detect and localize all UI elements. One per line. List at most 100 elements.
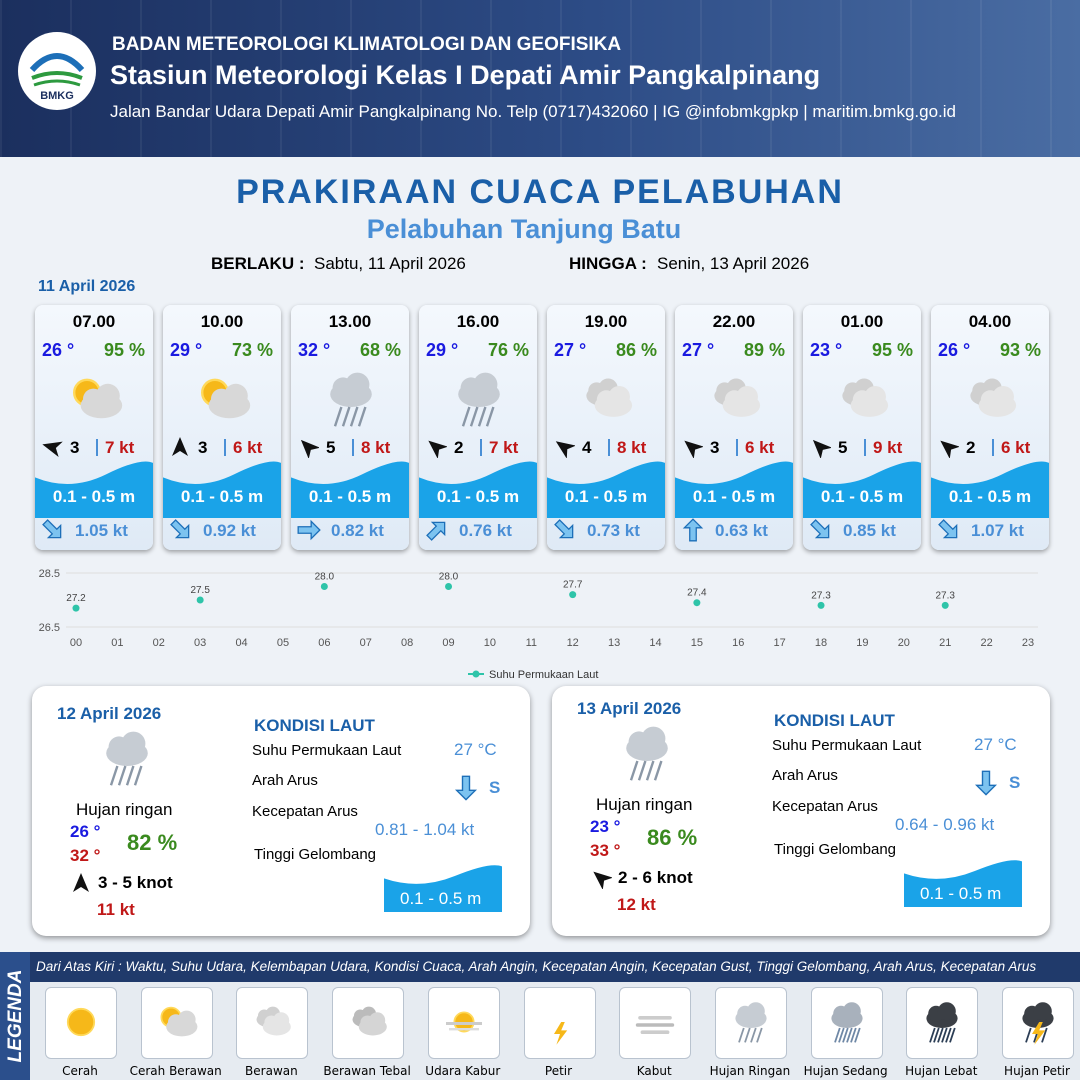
current-arrow-graphic [682,518,704,542]
wave-area [384,864,502,912]
current-arrow [40,517,66,548]
weather-icon [51,996,111,1048]
data-label: 27.5 [190,585,210,596]
gust: 12 kt [617,895,656,914]
weather-icon [87,724,167,792]
humidity: 86 % [647,825,698,850]
legend-label: Cerah Berawan [129,1064,222,1078]
wave-graphic [35,461,153,518]
current-arrow-graphic [42,519,62,539]
sea-title: KONDISI LAUT [254,716,375,735]
air-temp: 26 ° [42,340,75,360]
wave-height: 0.1 - 0.5 m [180,487,264,506]
icon-graphic [160,1006,198,1037]
wave-graphic [803,461,921,518]
legend-desc-band [0,952,1080,982]
legend-box [619,987,692,1059]
current-speed: 0.92 kt [203,521,256,540]
x-tick-label: 04 [235,637,247,649]
wave-graphic [675,461,793,518]
wave-area [803,460,921,518]
icon-graphic [926,1002,958,1043]
sst-point [320,583,328,590]
icon-graphic [73,378,123,419]
current-arrow [972,769,1000,802]
humidity: 73 % [231,340,273,360]
validity-from: Sabtu, 11 April 2026 [314,254,466,273]
wind-arrow-graphic [73,873,89,892]
current-speed: 0.81 - 1.04 kt [375,820,475,839]
hour-card: 13.00 32 ° 68 % 5 8 kt 0.1 - 0.5 m 0.82 kt [291,305,409,550]
current-speed-label: Kecepatan Arus [252,803,358,820]
x-tick-label: 10 [484,637,496,649]
temp-max: 33 ° [590,841,621,860]
x-tick-label: 18 [815,637,827,649]
current-speed: 0.73 kt [587,521,640,540]
wind-arrow [809,436,833,463]
weather-icon [823,363,903,435]
legend-title: LEGENDA [5,969,26,1063]
air-temp: 27 ° [682,340,715,360]
wind-arrow [297,436,321,463]
wind-arrow [937,436,961,463]
data-label: 27.3 [935,590,955,601]
wind-arrow-graphic [812,439,833,460]
wind-speed: 2 [454,438,464,457]
sst-point [196,596,204,604]
current-arrow [680,517,706,548]
separator [864,439,866,456]
current-dir: S [1009,773,1021,792]
legend-description: Dari Atas Kiri : Waktu, Suhu Udara, Kele… [36,959,1037,974]
x-tick-label: 15 [691,637,703,649]
icon-graphic [842,378,889,417]
legend-box [523,987,596,1059]
time: 01.00 [840,312,884,331]
time: 19.00 [584,312,628,331]
current-arrow-graphic [810,519,830,539]
sst: 27 °C [454,740,497,759]
x-tick-label: 19 [856,637,868,649]
legend-box [45,987,117,1059]
weather-icon [607,719,687,787]
wind-arrow [681,436,705,463]
humidity: 86 % [615,340,657,360]
legend-label: Hujan Sedang [803,1064,888,1078]
wave-graphic [931,461,1049,518]
hour-card: 19.00 27 ° 86 % 4 8 kt 0.1 - 0.5 m 0.73 kt [547,305,665,550]
wind-arrow-graphic [940,440,961,459]
wave-area [163,460,281,518]
icon-graphic [626,726,668,781]
sst-point [941,601,949,609]
legend-label: Hujan Petir [1004,1064,1070,1078]
wave-height: 0.1 - 0.5 m [308,487,392,506]
air-temp: 32 ° [298,340,331,360]
legend-strip [0,952,30,1080]
gust: 6 kt [745,438,775,457]
legend-label: Udara Kabur [425,1064,501,1078]
x-tick-label: 03 [194,637,206,649]
weather-icon [434,996,494,1048]
wave-graphic [419,461,537,518]
logo-text: BMKG [40,90,74,102]
current-speed: 0.82 kt [331,521,384,540]
time: 16.00 [456,312,500,331]
sst-label: Suhu Permukaan Laut [252,742,402,759]
hour-card: 04.00 26 ° 93 % 2 6 kt 0.1 - 0.5 m 1.07 kt [931,305,1049,550]
time: 22.00 [712,312,756,331]
legend-label: Cerah [62,1064,98,1078]
legend-box [427,987,500,1059]
wave-area [291,460,409,518]
data-label: 27.4 [687,588,707,599]
data-label: 27.3 [811,590,831,601]
weather-icon [147,996,207,1048]
header-shade [0,0,1080,157]
weather-icon [439,363,519,435]
y-tick-label: 26.5 [39,622,60,634]
wind-arrow [70,872,92,899]
weather-icon [721,996,781,1048]
icon-graphic [830,1002,863,1043]
icon-graphic [1022,1002,1054,1045]
wind-arrow [553,436,576,463]
sst: 27 °C [974,735,1017,754]
day1-date: 11 April 2026 [38,278,136,295]
